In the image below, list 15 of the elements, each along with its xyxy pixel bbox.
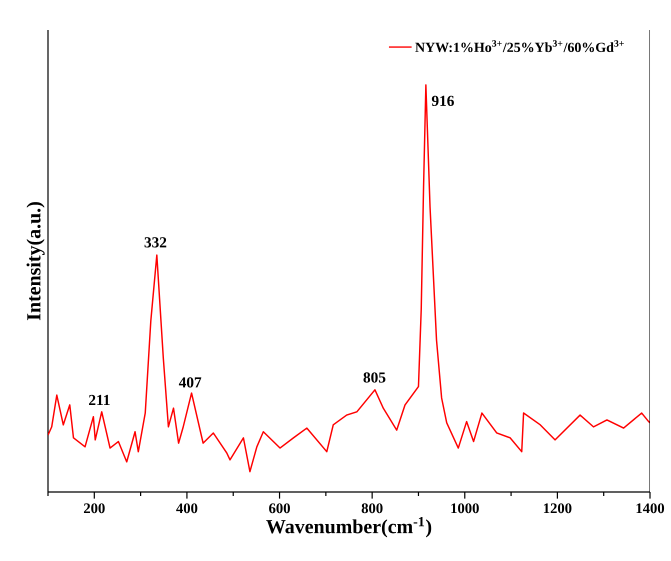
x-tick-label: 400 [176,503,198,514]
x-tick-label: 200 [84,503,105,514]
x-tick-label: 600 [269,503,290,514]
x-axis-title: Wavenumber(cm$^{-1}$) [266,517,432,538]
annotation: 407 [178,377,202,388]
x-tick-label: 1400 [636,503,664,514]
x-tick-label: 1200 [544,503,572,514]
x-tick-label: 1000 [451,503,479,514]
annotation: 211 [89,394,110,406]
annotation: 916 [432,96,454,106]
legend-label: NYW:1%Ho$^{3+}$/25%Yb$^{3+}$/60%Gd$^{3+}$ [415,40,624,52]
annotation: 805 [364,372,386,383]
annotation: 332 [144,237,166,248]
x-tick-label: 800 [362,503,383,514]
y-axis-title: Intensity(a.u.) [26,202,45,320]
